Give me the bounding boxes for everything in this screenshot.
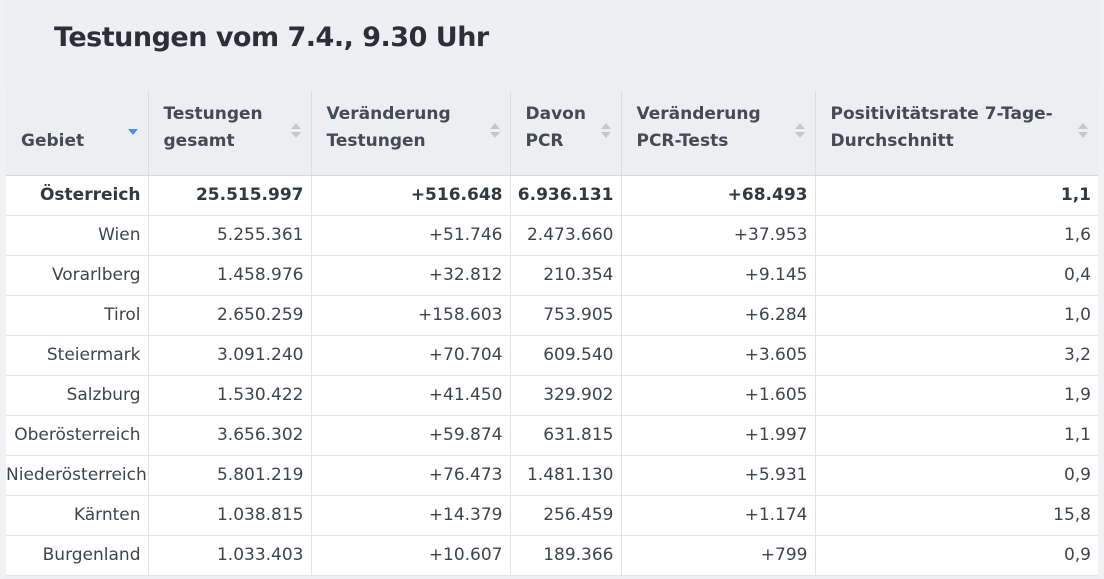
data-table: Gebiet Testungen gesamt Veränderung Testun… (6, 91, 1098, 576)
value-cell: +5.931 (621, 455, 816, 496)
table-row: Salzburg 1.530.422 +41.450 329.902 +1.605 1,9 (6, 375, 1098, 416)
column-header-label: Veränderung PCR-Tests (636, 103, 761, 151)
value-cell: 1.530.422 (148, 375, 312, 416)
value-cell: 0,9 (815, 535, 1098, 576)
value-cell: +3.605 (621, 335, 816, 376)
value-cell: +41.450 (311, 375, 511, 416)
value-cell: +158.603 (311, 295, 511, 336)
value-cell: 0,9 (815, 455, 1098, 496)
value-cell: +1.997 (621, 415, 816, 456)
value-cell: +14.379 (311, 495, 511, 536)
region-cell: Vorarlberg (6, 255, 149, 296)
value-cell: 0,4 (815, 255, 1098, 296)
value-cell: 3.091.240 (148, 335, 312, 376)
table-row: Vorarlberg 1.458.976 +32.812 210.354 +9.145 0… (6, 255, 1098, 296)
value-cell: 1.038.815 (148, 495, 312, 536)
value-cell: 15,8 (815, 495, 1098, 536)
value-cell: 210.354 (510, 255, 622, 296)
value-cell: 3.656.302 (148, 415, 312, 456)
column-header-5[interactable]: Positivitätsrate 7-Tage-Durchschnitt (815, 91, 1098, 176)
value-cell: 1,1 (815, 175, 1098, 216)
column-header-label: Testungen gesamt (163, 103, 263, 151)
region-cell: Oberösterreich (6, 415, 149, 456)
table-row: Tirol 2.650.259 +158.603 753.905 +6.284 1,0 (6, 295, 1098, 336)
value-cell: 1,9 (815, 375, 1098, 416)
value-cell: +1.174 (621, 495, 816, 536)
table-row: Niederösterreich 5.801.219 +76.473 1.481.13… (6, 455, 1098, 496)
table-row: Steiermark 3.091.240 +70.704 609.540 +3.605 3… (6, 335, 1098, 376)
column-header-label: Positivitätsrate 7-Tage-Durchschnitt (830, 103, 1053, 151)
value-cell: +516.648 (311, 175, 511, 216)
value-cell: 5.801.219 (148, 455, 312, 496)
region-cell: Tirol (6, 295, 149, 336)
sort-icon[interactable] (794, 123, 805, 141)
value-cell: 6.936.131 (510, 175, 622, 216)
region-cell: Kärnten (6, 495, 149, 536)
sort-icon[interactable] (290, 123, 301, 141)
table-row: Oberösterreich 3.656.302 +59.874 631.815 +1.… (6, 415, 1098, 456)
table-row: Österreich 25.515.997 +516.648 6.936.131 +68… (6, 175, 1098, 216)
value-cell: +76.473 (311, 455, 511, 496)
value-cell: 329.902 (510, 375, 622, 416)
table-title: Testungen vom 7.4., 9.30 Uhr (54, 22, 489, 53)
value-cell: 631.815 (510, 415, 622, 456)
column-header-label: Davon PCR (525, 103, 586, 151)
value-cell: +70.704 (311, 335, 511, 376)
value-cell: 1,1 (815, 415, 1098, 456)
column-header-2[interactable]: Veränderung Testungen (311, 91, 511, 176)
region-cell: Wien (6, 215, 149, 256)
value-cell: +6.284 (621, 295, 816, 336)
region-cell: Salzburg (6, 375, 149, 416)
value-cell: +9.145 (621, 255, 816, 296)
table-row: Wien 5.255.361 +51.746 2.473.660 +37.953 1,6 (6, 215, 1098, 256)
region-cell: Niederösterreich (6, 455, 149, 496)
value-cell: 25.515.997 (148, 175, 312, 216)
region-cell: Österreich (6, 175, 149, 216)
value-cell: 256.459 (510, 495, 622, 536)
value-cell: 189.366 (510, 535, 622, 576)
value-cell: 609.540 (510, 335, 622, 376)
value-cell: 2.650.259 (148, 295, 312, 336)
column-header-3[interactable]: Davon PCR (510, 91, 622, 176)
value-cell: +68.493 (621, 175, 816, 216)
table-row: Kärnten 1.038.815 +14.379 256.459 +1.174 15,8 (6, 495, 1098, 536)
region-cell: Burgenland (6, 535, 149, 576)
value-cell: +799 (621, 535, 816, 576)
value-cell: +32.812 (311, 255, 511, 296)
value-cell: 753.905 (510, 295, 622, 336)
sort-icon[interactable] (600, 123, 611, 141)
value-cell: 3,2 (815, 335, 1098, 376)
value-cell: +51.746 (311, 215, 511, 256)
value-cell: 1,0 (815, 295, 1098, 336)
value-cell: +59.874 (311, 415, 511, 456)
header-row: Gebiet Testungen gesamt Veränderung Testun… (6, 91, 1098, 176)
column-header-label: Veränderung Testungen (326, 103, 451, 151)
table-row: Burgenland 1.033.403 +10.607 189.366 +799 0,9 (6, 535, 1098, 576)
sort-icon[interactable] (489, 123, 500, 141)
value-cell: 1.033.403 (148, 535, 312, 576)
value-cell: 5.255.361 (148, 215, 312, 256)
sort-icon[interactable] (1078, 123, 1088, 141)
value-cell: +10.607 (311, 535, 511, 576)
column-header-0[interactable]: Gebiet (6, 91, 149, 176)
value-cell: 1.481.130 (510, 455, 622, 496)
sort-icon[interactable] (127, 129, 138, 147)
table-widget: Testungen vom 7.4., 9.30 Uhr Gebiet Testu… (6, 0, 1098, 579)
column-header-1[interactable]: Testungen gesamt (148, 91, 312, 176)
value-cell: 1,6 (815, 215, 1098, 256)
region-cell: Steiermark (6, 335, 149, 376)
value-cell: 2.473.660 (510, 215, 622, 256)
value-cell: 1.458.976 (148, 255, 312, 296)
value-cell: +1.605 (621, 375, 816, 416)
table-body: Österreich 25.515.997 +516.648 6.936.131 +68… (6, 175, 1098, 576)
value-cell: +37.953 (621, 215, 816, 256)
column-header-4[interactable]: Veränderung PCR-Tests (621, 91, 816, 176)
column-header-label: Gebiet (21, 130, 85, 151)
